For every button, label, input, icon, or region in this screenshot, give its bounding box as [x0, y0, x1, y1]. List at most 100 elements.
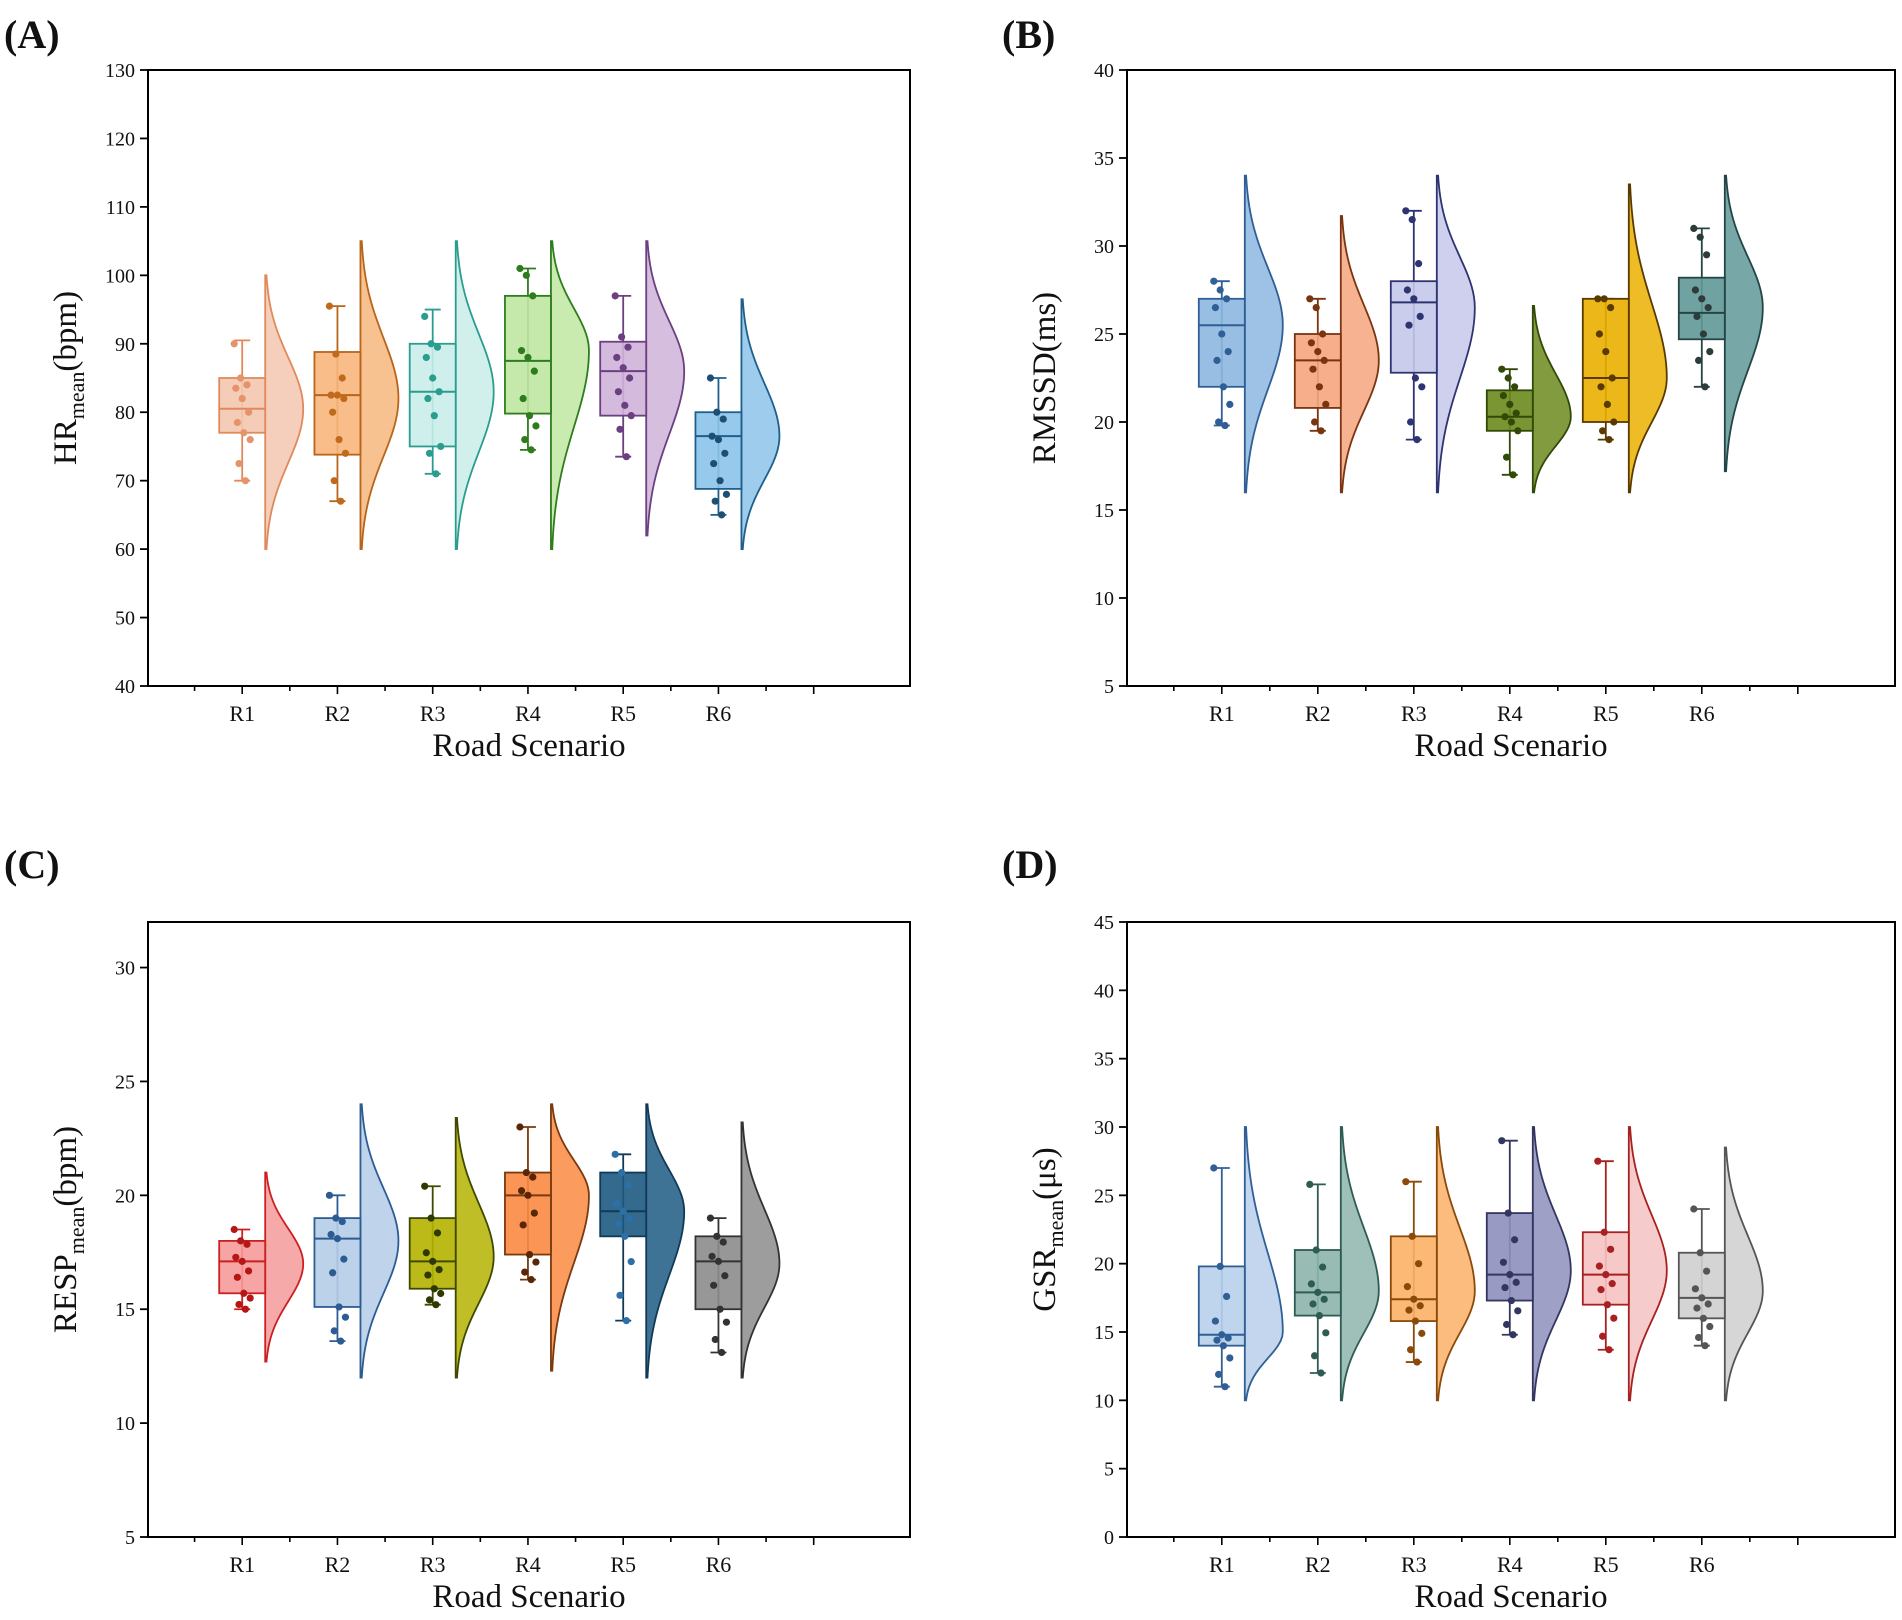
data-point — [1306, 295, 1314, 303]
series-r5 — [599, 240, 686, 537]
data-point — [1498, 1137, 1506, 1145]
data-point — [627, 412, 635, 420]
data-point — [237, 374, 245, 382]
data-point — [522, 1168, 530, 1177]
data-point — [529, 292, 537, 300]
data-point — [525, 412, 534, 420]
series-r5 — [1581, 183, 1668, 494]
data-point — [711, 497, 719, 505]
box — [1197, 297, 1246, 388]
x-tick-label: R4 — [515, 1552, 541, 1577]
box — [694, 1235, 743, 1311]
y-tick-label: 5 — [1104, 1459, 1114, 1481]
data-point — [616, 425, 624, 433]
data-point — [611, 1150, 619, 1158]
data-point — [1408, 1232, 1416, 1240]
data-point — [722, 1318, 731, 1326]
half-violin — [454, 240, 495, 551]
data-point — [325, 1191, 334, 1199]
data-point — [1221, 1383, 1229, 1391]
plot-frame — [147, 69, 911, 687]
series-r4 — [504, 1103, 590, 1372]
y-axis-label-sub: mean — [1043, 1200, 1068, 1248]
data-point — [1597, 1286, 1605, 1294]
data-point — [1410, 295, 1418, 303]
data-point — [432, 470, 440, 478]
data-point — [1311, 1352, 1319, 1360]
x-tick-label: R1 — [229, 1552, 255, 1577]
data-point — [1607, 304, 1615, 312]
data-point — [1599, 427, 1607, 435]
x-axis-label: Road Scenario — [1414, 728, 1607, 764]
data-point — [241, 1305, 249, 1313]
y-axis-label-main: HR — [48, 419, 84, 465]
data-point — [1307, 1280, 1315, 1288]
data-point — [1306, 1180, 1314, 1188]
data-point — [425, 1296, 434, 1304]
data-point — [241, 477, 249, 485]
data-point — [525, 1250, 534, 1259]
y-tick-label: 110 — [106, 197, 135, 219]
data-point — [1312, 304, 1320, 312]
half-violin — [740, 298, 781, 551]
x-tick-label: R2 — [1305, 701, 1331, 726]
data-point — [1223, 295, 1231, 303]
data-point — [713, 1232, 721, 1240]
data-point — [1307, 339, 1315, 347]
y-tick-label: 0 — [1104, 1527, 1114, 1549]
data-point — [1509, 1331, 1517, 1339]
y-tick-label: 60 — [115, 539, 135, 561]
data-point — [1503, 453, 1511, 461]
data-point — [1704, 304, 1712, 312]
y-tick-label: 20 — [115, 1185, 135, 1207]
half-violin — [550, 240, 590, 551]
data-point — [721, 1272, 729, 1280]
data-point — [1507, 418, 1515, 426]
data-point — [1698, 295, 1706, 303]
y-axis-label: HRmean(bpm) — [48, 291, 89, 465]
panel-label: (D) — [1002, 842, 1058, 887]
data-point — [327, 391, 335, 399]
data-point — [1309, 365, 1317, 373]
data-point — [710, 1281, 718, 1289]
data-point — [235, 1300, 243, 1309]
data-point — [719, 415, 727, 423]
series-r6 — [694, 298, 781, 551]
data-point — [1607, 1245, 1615, 1253]
data-point — [430, 1285, 438, 1293]
data-point — [332, 1214, 340, 1222]
y-axis-label: RMSSD(ms) — [1027, 292, 1063, 464]
data-point — [341, 1313, 350, 1321]
data-point — [1605, 1346, 1613, 1354]
box — [408, 1217, 457, 1290]
data-point — [1501, 1283, 1509, 1292]
data-point — [1218, 1331, 1226, 1339]
data-point — [619, 364, 627, 372]
half-violin — [550, 1103, 590, 1372]
data-point — [1602, 1271, 1610, 1279]
y-axis-label-sub: mean — [64, 1207, 89, 1255]
data-point — [424, 394, 432, 403]
x-tick-label: R3 — [420, 1552, 446, 1577]
data-point — [1499, 1258, 1507, 1266]
x-tick-label: R2 — [1305, 1552, 1331, 1577]
data-point — [716, 1305, 724, 1313]
data-point — [341, 449, 350, 457]
panel-c: (C) 5 10 15 20 25 30 R1 R2 R3 R4 R5 R6 Road Scenario R… — [4, 842, 911, 1615]
x-axis-label: Road Scenario — [432, 728, 625, 764]
box — [1389, 280, 1438, 374]
y-tick-label: 10 — [1094, 1390, 1114, 1412]
data-point — [527, 1276, 535, 1284]
data-point — [430, 412, 438, 420]
data-point — [233, 418, 241, 427]
y-tick-label: 45 — [1094, 912, 1114, 934]
y-tick-label: 130 — [105, 60, 135, 82]
data-point — [338, 374, 346, 382]
plot-frame — [147, 921, 911, 1538]
data-point — [529, 1173, 537, 1181]
data-point — [325, 302, 334, 310]
data-point — [706, 374, 715, 382]
data-point — [1610, 418, 1618, 426]
data-point — [621, 1232, 629, 1240]
data-point — [1405, 321, 1413, 329]
